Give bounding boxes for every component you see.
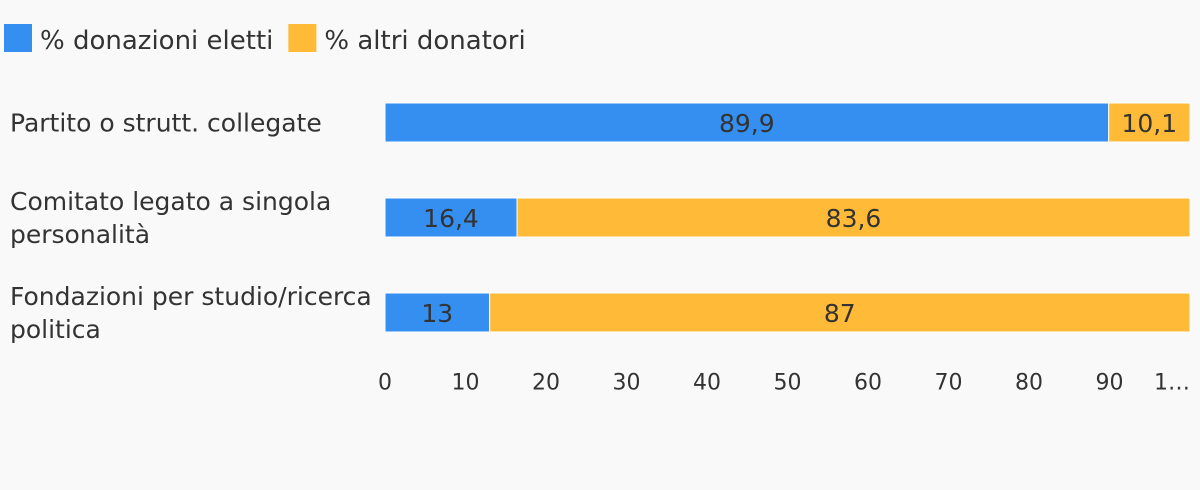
bar bbox=[384, 102, 1110, 143]
value-label: 83,6 bbox=[826, 204, 882, 233]
bar bbox=[1108, 102, 1191, 143]
x-tick-label: 40 bbox=[693, 371, 721, 396]
x-tick-label: 10 bbox=[452, 371, 480, 396]
value-label: 13 bbox=[421, 299, 453, 328]
bar bbox=[384, 292, 491, 333]
x-tick-label: 80 bbox=[1015, 371, 1043, 396]
x-tick-label: 1… bbox=[1154, 371, 1190, 396]
category-label: Fondazioni per studio/ricerca politica bbox=[10, 281, 372, 344]
legend-label: % altri donatori bbox=[324, 26, 525, 56]
x-tick-label: 70 bbox=[935, 371, 963, 396]
legend-label: % donazioni eletti bbox=[40, 26, 273, 56]
x-tick-label: 30 bbox=[613, 371, 641, 396]
value-label: 10,1 bbox=[1122, 109, 1178, 138]
category-label: Partito o strutt. collegate bbox=[10, 108, 322, 137]
legend-swatch bbox=[4, 24, 32, 52]
x-tick-label: 90 bbox=[1096, 371, 1124, 396]
x-tick-label: 60 bbox=[854, 371, 882, 396]
category-label: Comitato legato a singola personalità bbox=[10, 186, 332, 249]
bar bbox=[384, 197, 518, 238]
value-label: 89,9 bbox=[719, 109, 775, 138]
x-tick-label: 50 bbox=[774, 371, 802, 396]
value-label: 16,4 bbox=[423, 204, 479, 233]
bar bbox=[516, 197, 1191, 238]
legend-swatch bbox=[288, 24, 317, 52]
bar bbox=[489, 292, 1191, 333]
x-tick-label: 20 bbox=[532, 371, 560, 396]
value-label: 87 bbox=[824, 299, 856, 328]
x-tick-label: 0 bbox=[378, 371, 392, 396]
